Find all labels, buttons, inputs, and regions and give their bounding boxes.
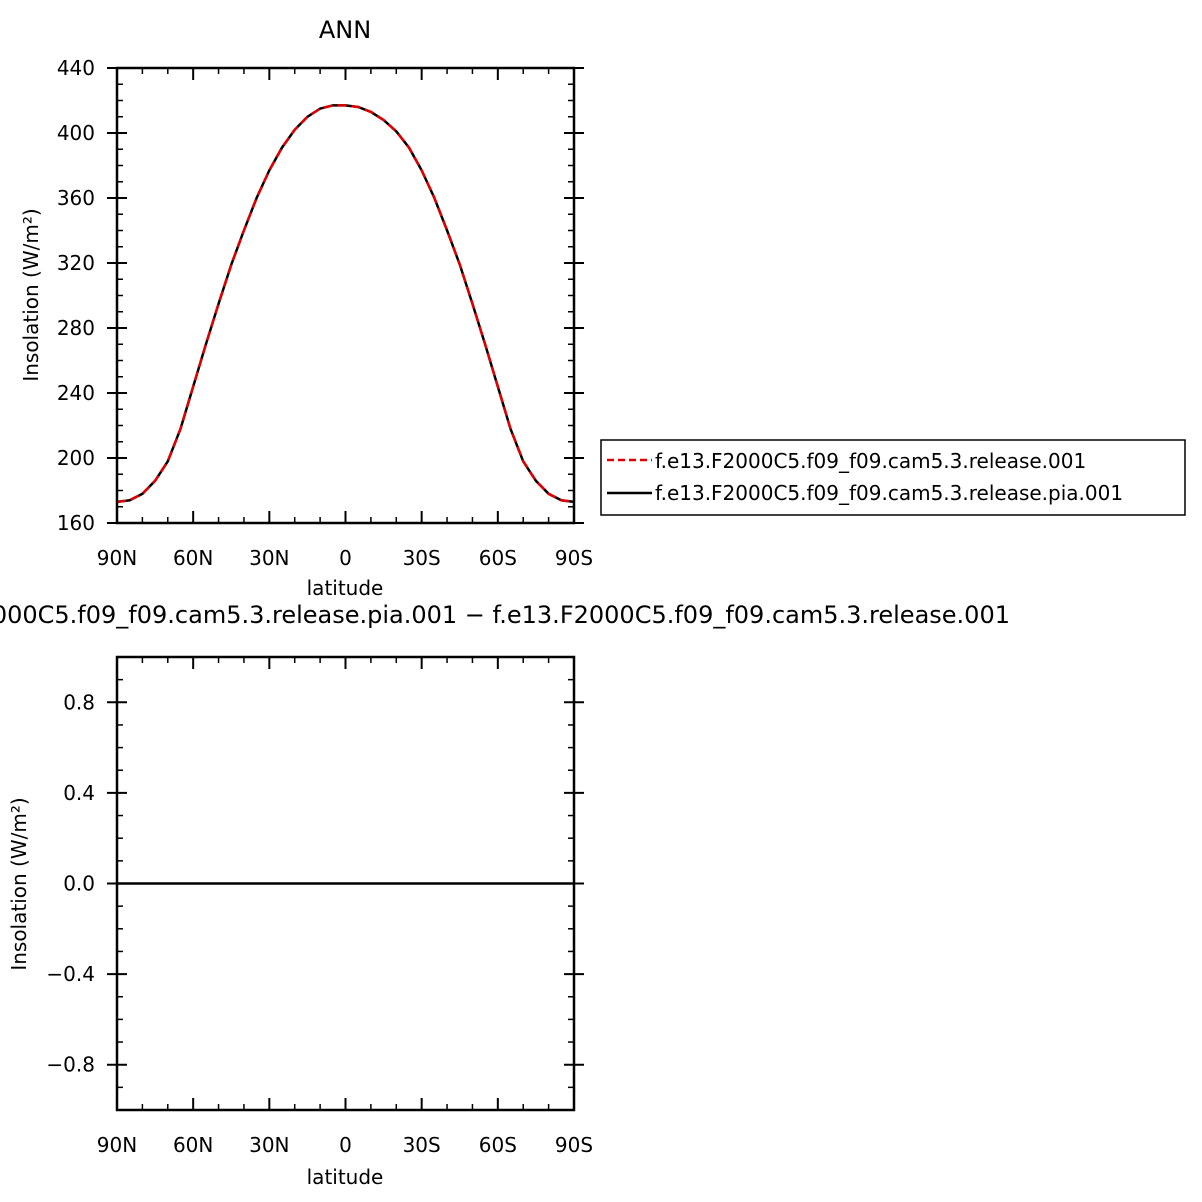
bottom-panel-x-tick-label: 30S [403, 1133, 441, 1157]
top-panel-y-tick-label: 280 [57, 316, 95, 340]
top-panel-series-line-1 [116, 104, 575, 504]
legend: f.e13.F2000C5.f09_f09.cam5.3.release.001… [600, 439, 1186, 516]
top-panel-y-axis-label: Insolation (W/m²) [19, 208, 43, 381]
top-panel-y-tick-label: 160 [57, 511, 95, 535]
bottom-panel-x-tick-label: 0 [339, 1133, 352, 1157]
top-panel-x-tick-label: 30N [249, 546, 289, 570]
top-panel-frame [115, 66, 576, 525]
bottom-panel-y-tick-label: 0.0 [63, 872, 95, 896]
top-panel-x-axis-label: latitude [307, 576, 384, 600]
bottom-panel-y-tick-label: 0.4 [63, 781, 95, 805]
bottom-panel-y-axis-label: Insolation (W/m²) [7, 797, 31, 970]
bottom-panel-x-axis-label: latitude [307, 1165, 384, 1189]
bottom-panel-y-tick-label: −0.8 [46, 1053, 95, 1077]
legend-entry-pia: f.e13.F2000C5.f09_f09.cam5.3.release.pia… [655, 481, 1123, 505]
bottom-panel: f.e13.F2000C5.f09_f09.cam5.3.release.pia… [0, 601, 1010, 1189]
top-panel-y-tick-label: 360 [57, 186, 95, 210]
bottom-panel-x-tick-label: 60N [173, 1133, 213, 1157]
bottom-panel-x-tick-label: 30N [249, 1133, 289, 1157]
top-panel-y-tick-label: 400 [57, 121, 95, 145]
top-panel-x-tick-label: 30S [403, 546, 441, 570]
top-panel-x-tick-label: 90N [97, 546, 137, 570]
top-panel-plot: 90N 60N 30N 0 30S 60S 90S 160 200 240 280 320 360 400… [57, 56, 593, 570]
top-panel-x-tick-label: 60N [173, 546, 213, 570]
top-panel: ANN latitude Insolation (W/m²) 90N 60N 30N… [19, 16, 1186, 600]
bottom-panel-x-tick-label: 90N [97, 1133, 137, 1157]
top-panel-y-tick-label: 240 [57, 381, 95, 405]
bottom-panel-y-tick-label: −0.4 [46, 962, 95, 986]
top-panel-x-tick-label: 60S [479, 546, 517, 570]
legend-box [600, 439, 1186, 516]
bottom-panel-x-tick-label: 90S [555, 1133, 593, 1157]
top-panel-title: ANN [319, 16, 371, 44]
bottom-panel-x-tick-label: 60S [479, 1133, 517, 1157]
top-panel-x-tick-label: 90S [555, 546, 593, 570]
top-panel-y-tick-label: 200 [57, 446, 95, 470]
top-panel-x-tick-label: 0 [339, 546, 352, 570]
legend-entry-release: f.e13.F2000C5.f09_f09.cam5.3.release.001 [655, 449, 1086, 473]
top-panel-y-tick-label: 440 [57, 56, 95, 80]
bottom-panel-y-tick-label: 0.8 [63, 690, 95, 714]
bottom-panel-title: f.e13.F2000C5.f09_f09.cam5.3.release.pia… [0, 601, 1010, 629]
bottom-panel-plot: 90N 60N 30N 0 30S 60S 90S −0.8 −0.4 0.0 0.4 0.8 [46, 655, 593, 1157]
top-panel-y-tick-label: 320 [57, 251, 95, 275]
top-panel-series-line-0 [116, 104, 575, 504]
